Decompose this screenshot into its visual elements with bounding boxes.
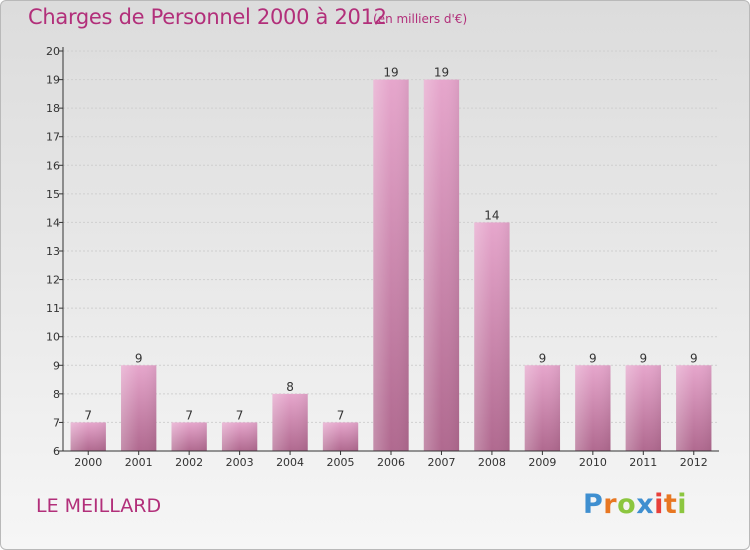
x-tick-label: 2009 <box>528 456 556 469</box>
bar-value-label: 19 <box>383 66 398 80</box>
bar-sheen <box>625 365 661 451</box>
chart-subtitle: (en milliers d'€) <box>373 12 468 26</box>
bar-sheen <box>121 365 157 451</box>
bar-sheen <box>423 79 460 452</box>
y-tick-label: 14 <box>46 216 60 229</box>
logo-letter: x <box>636 489 655 520</box>
bar-value-label: 9 <box>539 351 547 365</box>
bar-value-label: 9 <box>135 351 143 365</box>
bar-sheen <box>575 365 611 451</box>
logo-letter: i <box>654 489 664 520</box>
y-tick-label: 7 <box>53 416 60 429</box>
y-tick-label: 19 <box>46 74 60 87</box>
labels: 6 7 8 9 10 11 12 13 14 15 16 17 18 19 20 7 2000 9 2001 7 200… <box>46 45 708 469</box>
y-tick-label: 17 <box>46 131 60 144</box>
y-tick-label: 12 <box>46 274 60 287</box>
bar-value-label: 14 <box>484 208 499 222</box>
bar-sheen <box>676 365 712 451</box>
bar-value-label: 7 <box>337 408 345 422</box>
bar-sheen <box>474 222 510 451</box>
logo-letter: t <box>663 489 678 520</box>
x-tick-label: 2006 <box>377 456 405 469</box>
logo-letter: o <box>617 489 637 520</box>
bars <box>70 79 712 452</box>
y-tick-label: 6 <box>53 445 60 458</box>
x-tick-label: 2007 <box>427 456 455 469</box>
bar-value-label: 7 <box>236 408 244 422</box>
y-tick-label: 20 <box>46 45 60 58</box>
y-tick-label: 11 <box>46 302 60 315</box>
x-tick-label: 2003 <box>226 456 254 469</box>
logo-letter: r <box>603 489 618 520</box>
bar-value-label: 9 <box>639 351 647 365</box>
y-tick-label: 13 <box>46 245 60 258</box>
bar-value-label: 9 <box>589 351 597 365</box>
bar-value-label: 19 <box>434 66 449 80</box>
commune-name: LE MEILLARD <box>36 495 162 517</box>
y-tick-label: 9 <box>53 359 60 372</box>
x-tick-label: 2010 <box>579 456 607 469</box>
bar-sheen <box>322 422 359 451</box>
y-tick-label: 15 <box>46 188 60 201</box>
bar-value-label: 8 <box>286 380 294 394</box>
y-tick-label: 10 <box>46 331 60 344</box>
logo-letter: i <box>677 489 688 520</box>
bar-sheen <box>524 365 561 451</box>
x-tick-label: 2005 <box>327 456 355 469</box>
logo-letter: P <box>583 489 604 520</box>
bar-value-label: 9 <box>690 351 698 365</box>
bar-value-label: 7 <box>84 408 92 422</box>
x-tick-label: 2011 <box>629 456 657 469</box>
bar-sheen <box>171 422 207 451</box>
axes <box>59 47 719 455</box>
x-tick-label: 2000 <box>74 456 102 469</box>
bar-sheen <box>272 393 308 451</box>
x-tick-label: 2004 <box>276 456 304 469</box>
y-tick-label: 18 <box>46 102 60 115</box>
proxiti-logo[interactable]: Proxiti <box>583 489 687 520</box>
x-tick-label: 2001 <box>125 456 153 469</box>
bar-value-label: 7 <box>185 408 193 422</box>
x-tick-label: 2008 <box>478 456 506 469</box>
x-tick-label: 2012 <box>680 456 708 469</box>
bar-sheen <box>221 422 258 451</box>
bar-sheen <box>70 422 106 451</box>
y-tick-label: 16 <box>46 159 60 172</box>
bar-sheen <box>373 79 409 452</box>
y-tick-label: 8 <box>53 388 60 401</box>
chart-title: Charges de Personnel 2000 à 2012 <box>28 5 387 29</box>
x-tick-label: 2002 <box>175 456 203 469</box>
